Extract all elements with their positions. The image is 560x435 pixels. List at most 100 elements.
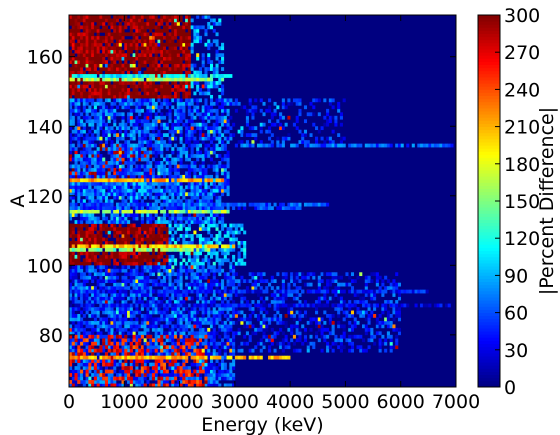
- heatmap-cell: [93, 171, 97, 176]
- heatmap-cell: [127, 39, 131, 44]
- heatmap-cell: [198, 154, 202, 158]
- heatmap-cell: [234, 237, 238, 242]
- heatmap-cell: [99, 244, 103, 249]
- heatmap-cell: [185, 60, 189, 64]
- heatmap-cell: [196, 39, 200, 44]
- heatmap-cell: [193, 341, 197, 346]
- heatmap-cell: [107, 167, 111, 172]
- heatmap-cell: [168, 140, 172, 144]
- heatmap-cell: [185, 383, 189, 388]
- heatmap-cell: [204, 101, 208, 106]
- heatmap-cell: [149, 126, 153, 131]
- heatmap-cell: [154, 220, 158, 224]
- heatmap-cell: [127, 81, 131, 85]
- heatmap-cell: [179, 282, 183, 287]
- heatmap-cell: [99, 296, 103, 301]
- heatmap-cell: [157, 251, 161, 256]
- heatmap-cell: [140, 150, 144, 155]
- heatmap-cell: [85, 293, 89, 297]
- heatmap-cell: [240, 227, 244, 231]
- heatmap-cell: [118, 60, 122, 64]
- heatmap-cell: [85, 15, 89, 19]
- heatmap-cell: [146, 327, 150, 332]
- heatmap-cell: [165, 313, 169, 318]
- heatmap-cell: [223, 115, 227, 120]
- heatmap-cell: [96, 188, 100, 193]
- heatmap-cell: [129, 91, 133, 96]
- heatmap-cell: [124, 345, 128, 350]
- heatmap-cell: [176, 227, 180, 231]
- heatmap-cell: [80, 185, 84, 190]
- heatmap-cell: [168, 167, 172, 172]
- heatmap-cell: [185, 136, 189, 141]
- heatmap-cell: [69, 88, 73, 92]
- heatmap-cell: [162, 63, 167, 68]
- heatmap-cell: [171, 147, 175, 151]
- heatmap-cell: [93, 181, 97, 186]
- heatmap-cell: [151, 167, 155, 172]
- heatmap-cell: [232, 373, 236, 377]
- heatmap-cell: [226, 112, 230, 117]
- heatmap-cell: [91, 313, 95, 318]
- heatmap-cell: [218, 46, 222, 51]
- heatmap-cell: [88, 369, 92, 374]
- heatmap-cell: [317, 98, 321, 103]
- heatmap-cell: [77, 300, 81, 304]
- heatmap-cell: [187, 136, 191, 141]
- heatmap-cell: [176, 383, 180, 388]
- heatmap-cell: [104, 317, 108, 322]
- heatmap-cell: [140, 234, 144, 238]
- heatmap-cell: [135, 282, 139, 287]
- heatmap-cell: [176, 202, 180, 207]
- heatmap-cell: [93, 223, 97, 228]
- heatmap-cell: [151, 174, 155, 179]
- heatmap-cell: [198, 122, 202, 127]
- heatmap-cell: [218, 188, 222, 193]
- heatmap-cell: [140, 237, 144, 242]
- heatmap-cell: [151, 223, 155, 228]
- heatmap-cell: [174, 223, 178, 228]
- heatmap-cell: [151, 247, 155, 252]
- heatmap-cell: [176, 307, 180, 311]
- heatmap-cell: [179, 81, 183, 85]
- heatmap-cell: [201, 227, 205, 231]
- heatmap-cell: [223, 348, 227, 353]
- heatmap-cell: [174, 261, 178, 266]
- heatmap-cell: [113, 320, 117, 325]
- heatmap-cell: [171, 70, 175, 75]
- heatmap-cell: [99, 366, 103, 370]
- heatmap-cell: [135, 383, 139, 388]
- heatmap-cell: [140, 35, 144, 40]
- heatmap-cell: [201, 91, 205, 96]
- heatmap-cell: [218, 369, 222, 374]
- heatmap-cell: [174, 174, 178, 179]
- heatmap-cell: [135, 202, 139, 207]
- heatmap-cell: [168, 258, 172, 263]
- heatmap-cell: [162, 373, 167, 377]
- heatmap-cell: [129, 18, 133, 23]
- heatmap-cell: [232, 282, 236, 287]
- heatmap-cell: [82, 63, 86, 68]
- heatmap-cell: [115, 293, 120, 297]
- heatmap-cell: [171, 21, 175, 26]
- heatmap-cell: [99, 240, 103, 245]
- heatmap-cell: [102, 261, 106, 266]
- heatmap-cell: [102, 317, 106, 322]
- heatmap-cell: [107, 42, 111, 47]
- heatmap-cell: [77, 362, 81, 367]
- heatmap-cell: [179, 338, 183, 343]
- heatmap-cell: [190, 313, 194, 318]
- heatmap-cell: [229, 227, 233, 231]
- heatmap-cell: [207, 56, 211, 61]
- heatmap-cell: [162, 15, 167, 19]
- heatmap-cell: [226, 126, 230, 131]
- heatmap-cell: [315, 98, 319, 103]
- heatmap-cell: [165, 98, 169, 103]
- heatmap-cell: [82, 286, 86, 290]
- heatmap-cell: [162, 296, 167, 301]
- heatmap-cell: [107, 112, 111, 117]
- heatmap-cell: [138, 105, 142, 110]
- heatmap-cell: [215, 310, 219, 315]
- heatmap-cell: [132, 286, 136, 290]
- heatmap-cell: [221, 376, 225, 381]
